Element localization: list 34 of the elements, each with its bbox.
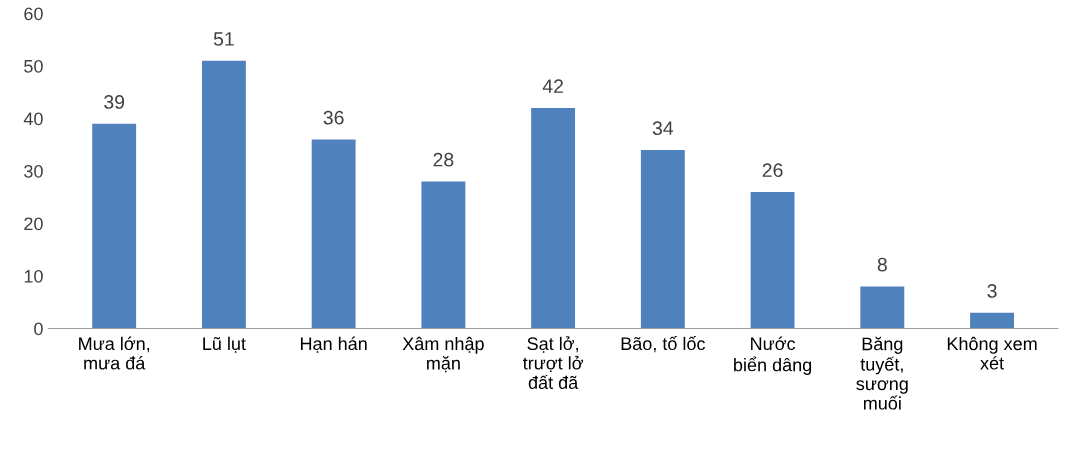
bar [201, 60, 246, 329]
x-tick-label: Băng tuyết, sương muối [856, 336, 908, 410]
y-tick-label: 0 [34, 322, 43, 336]
data-label: 34 [652, 121, 674, 136]
bar [311, 139, 356, 329]
bar [531, 108, 576, 329]
x-tick-label: Không xem xét [947, 336, 1037, 370]
data-label: 42 [542, 79, 563, 93]
y-tick-label: 60 [24, 7, 43, 21]
bar [640, 150, 685, 329]
data-label: 39 [104, 95, 125, 109]
bar [970, 312, 1014, 329]
data-label: 28 [433, 152, 454, 167]
data-label: 8 [877, 257, 887, 272]
y-tick-label: 10 [24, 269, 43, 283]
data-label: 26 [762, 163, 783, 178]
x-tick-label: Sạt lở, trượt lở đất đã [522, 336, 583, 389]
x-tick-label: Lũ lụt [203, 336, 246, 353]
bar [860, 286, 905, 329]
data-label: 3 [987, 284, 997, 298]
x-tick-label: Nước biển dâng [734, 336, 812, 375]
x-tick-label: Bão, tố lốc [621, 336, 706, 353]
x-tick-label: Xâm nhập mặn [402, 336, 484, 373]
y-tick-label: 30 [24, 164, 43, 178]
data-label: 36 [323, 110, 344, 125]
bar [750, 192, 795, 329]
data-label: 51 [213, 32, 234, 46]
x-tick-label: Mưa lớn, mưa đá [79, 336, 150, 370]
bar [421, 181, 466, 329]
y-tick-label: 20 [24, 217, 43, 231]
x-tick-label: Hạn hán [300, 336, 367, 353]
y-tick-label: 40 [23, 112, 43, 126]
y-tick-label: 50 [24, 59, 43, 73]
bar [92, 123, 137, 329]
